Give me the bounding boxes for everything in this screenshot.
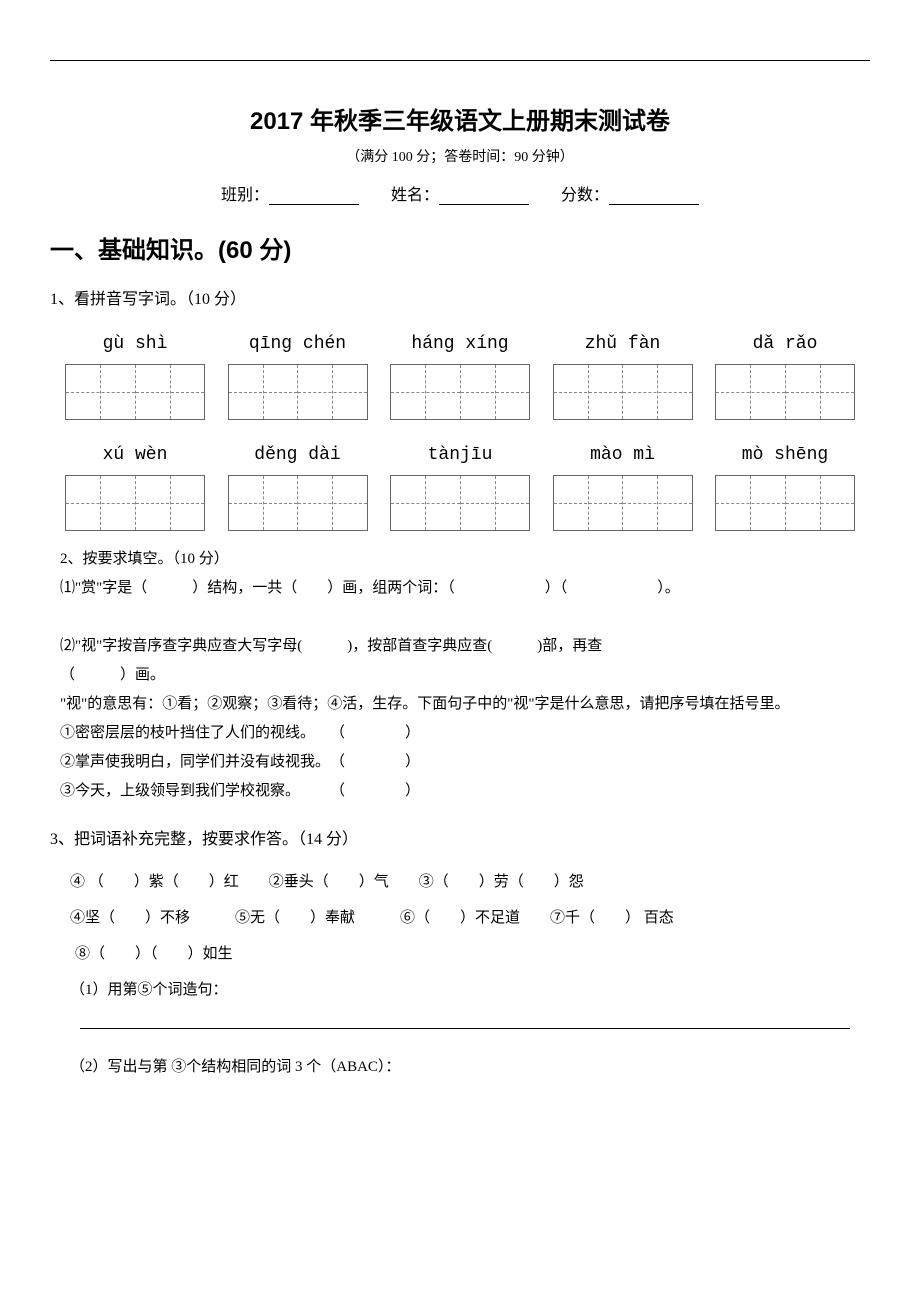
pinyin-row-1: gù shì qīng chén háng xíng zhǔ fàn dǎ rǎ… [50, 334, 870, 354]
class-label: 班别： [221, 187, 269, 204]
char-boxes[interactable] [228, 364, 368, 420]
char-boxes[interactable] [390, 475, 530, 531]
answer-line[interactable] [80, 1028, 850, 1029]
char-boxes[interactable] [65, 475, 205, 531]
name-label: 姓名： [391, 187, 439, 204]
exam-subtitle: （满分 100 分；答卷时间：90 分钟） [50, 146, 870, 166]
pinyin-row-2: xú wèn děng dài tànjīu mào mì mò shēng [50, 445, 870, 465]
question-3-label: 3、把词语补充完整，按要求作答。（14 分） [50, 825, 870, 849]
pinyin-1-2: qīng chén [228, 334, 368, 354]
pinyin-1-1: gù shì [65, 334, 205, 354]
q2-s2: ②掌声使我明白，同学们并没有歧视我。 （ ） [60, 749, 870, 776]
pinyin-2-4: mào mì [553, 445, 693, 465]
pinyin-1-5: dǎ rǎo [715, 334, 855, 354]
q2-part2-l2: （ ）画。 [60, 662, 870, 689]
q3-sub1: （1）用第⑤个词造句： [50, 972, 870, 1008]
name-blank[interactable] [439, 187, 529, 205]
q2-label: 2、按要求填空。（10 分） [60, 546, 870, 573]
char-boxes[interactable] [390, 364, 530, 420]
student-fields: 班别： 姓名： 分数： [50, 181, 870, 205]
q2-s1: ①密密层层的枝叶挡住了人们的视线。 （ ） [60, 720, 870, 747]
pinyin-2-5: mò shēng [715, 445, 855, 465]
char-boxes[interactable] [553, 475, 693, 531]
q2-part2-l3: "视"的意思有：①看；②观察；③看待；④活，生存。下面句子中的"视"字是什么意思… [60, 691, 870, 718]
q3-line1: ④ （ ）紫（ ）红 ②垂头（ ）气 ③（ ）劳（ ）怨 [50, 864, 870, 900]
question-1-label: 1、看拼音写字词。（10 分） [50, 285, 870, 309]
pinyin-2-2: děng dài [228, 445, 368, 465]
char-boxes[interactable] [553, 364, 693, 420]
pinyin-1-4: zhǔ fàn [553, 334, 693, 354]
q3-sub2: （2）写出与第 ③个结构相同的词 3 个（ABAC）： [50, 1049, 870, 1085]
q2-part2-l1: ⑵"视"字按音序查字典应查大写字母( )，按部首查字典应查( )部，再查 [60, 633, 870, 660]
pinyin-1-3: háng xíng [390, 334, 530, 354]
q3-line3: ⑧（ ）（ ）如生 [50, 936, 870, 972]
score-label: 分数： [561, 187, 609, 204]
pinyin-2-3: tànjīu [390, 445, 530, 465]
pinyin-2-1: xú wèn [65, 445, 205, 465]
class-blank[interactable] [269, 187, 359, 205]
question-2: 2、按要求填空。（10 分） ⑴"赏"字是（ ）结构，一共（ ）画，组两个词：（… [50, 546, 870, 805]
score-blank[interactable] [609, 187, 699, 205]
char-boxes[interactable] [715, 475, 855, 531]
q2-part1: ⑴"赏"字是（ ）结构，一共（ ）画，组两个词：（ ）（ ）。 [60, 575, 870, 602]
char-boxes[interactable] [65, 364, 205, 420]
section-1-heading: 一、基础知识。(60 分) [50, 230, 870, 265]
top-rule [50, 60, 870, 61]
boxes-row-1 [50, 364, 870, 420]
char-boxes[interactable] [715, 364, 855, 420]
boxes-row-2 [50, 475, 870, 531]
char-boxes[interactable] [228, 475, 368, 531]
q3-line2: ④坚（ ）不移 ⑤无（ ）奉献 ⑥（ ）不足道 ⑦千（ ） 百态 [50, 900, 870, 936]
exam-title: 2017 年秋季三年级语文上册期末测试卷 [50, 101, 870, 136]
q2-s3: ③今天，上级领导到我们学校视察。 （ ） [60, 778, 870, 805]
